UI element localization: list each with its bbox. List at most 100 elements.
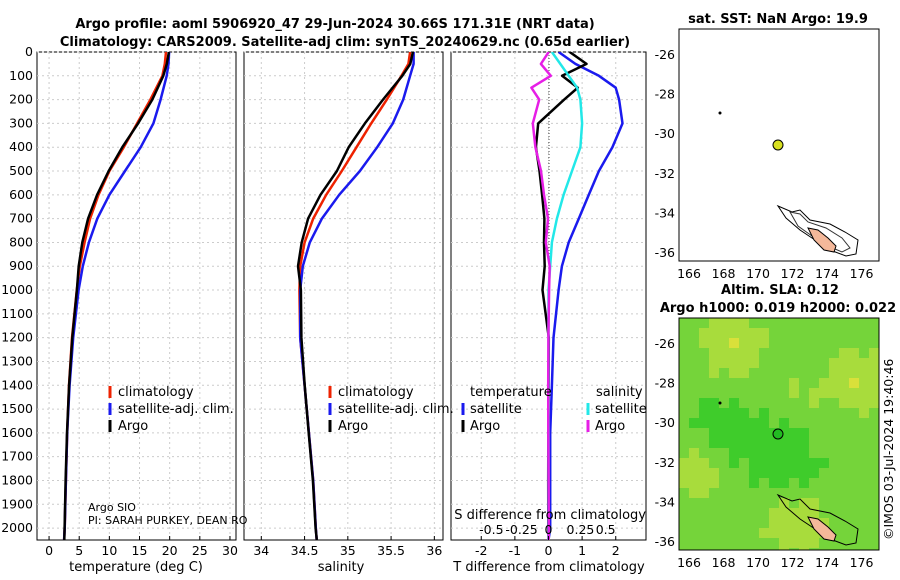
sla-cell: [679, 378, 690, 389]
sla-cell: [729, 498, 740, 509]
x-tick-label: -2: [475, 543, 487, 558]
sla-cell: [699, 468, 710, 479]
figure-title-line1: Argo profile: aoml 5906920_47 29-Jun-202…: [75, 17, 594, 32]
salinity-diff-tick-label: -0.5: [479, 522, 503, 537]
sla-cell: [769, 318, 780, 329]
sla-cell: [679, 508, 690, 519]
sla-cell: [719, 418, 730, 429]
sla-cell: [709, 328, 720, 339]
sla-cell: [729, 548, 740, 550]
sla-cell: [849, 528, 860, 539]
sla-cell: [859, 438, 870, 449]
sla-cell: [699, 368, 710, 379]
sla-cell: [799, 458, 810, 469]
sst-land: [807, 227, 837, 253]
legend-argo-label: Argo: [118, 419, 148, 434]
sla-cell: [709, 528, 720, 539]
sla-cell: [769, 438, 780, 449]
sla-cell: [739, 528, 750, 539]
sla-cell: [679, 518, 690, 529]
sla-cell: [769, 468, 780, 479]
sla-cell: [779, 318, 790, 329]
sla-cell: [839, 378, 850, 389]
x-tick-label: 30: [222, 543, 238, 558]
sla-cell: [789, 508, 800, 519]
sla-cell: [739, 468, 750, 479]
sla-cell: [859, 338, 870, 349]
sla-cell: [719, 488, 730, 499]
sla-cell: [779, 448, 790, 459]
sla-cell: [699, 428, 710, 439]
sla-cell: [769, 368, 780, 379]
sla-cell: [819, 338, 830, 349]
sla-cell: [719, 368, 730, 379]
sla-cell: [809, 418, 820, 429]
sla-cell: [759, 488, 770, 499]
sla-cell: [699, 388, 710, 399]
sla-cell: [679, 338, 690, 349]
sla-cell: [719, 398, 730, 409]
sla-cell: [719, 438, 730, 449]
sla-cell: [689, 338, 700, 349]
sla-cell: [869, 448, 879, 459]
sla-cell: [849, 428, 860, 439]
y-tick-label: 300: [9, 115, 33, 130]
sla-cell: [709, 508, 720, 519]
sla-cell: [729, 328, 740, 339]
sla-cell: [709, 488, 720, 499]
sla-cell: [679, 438, 690, 449]
sla-cell: [799, 538, 810, 549]
sla-cell: [849, 468, 860, 479]
sla-cell: [769, 538, 780, 549]
sla-cell: [679, 458, 690, 469]
map-lat-label: -30: [655, 415, 675, 430]
sla-cell: [759, 458, 770, 469]
x-tick-label: 36: [426, 543, 442, 558]
sla-cell: [689, 528, 700, 539]
sla-cell: [869, 388, 879, 399]
sla-cell: [809, 468, 820, 479]
sla-cell: [759, 418, 770, 429]
sla-cell: [739, 388, 750, 399]
sla-cell: [819, 448, 830, 459]
sla-cell: [789, 518, 800, 529]
sla-cell: [849, 358, 860, 369]
sla-cell: [839, 398, 850, 409]
sla-cell: [699, 418, 710, 429]
sla-cell: [769, 498, 780, 509]
sla-cell: [749, 398, 760, 409]
sla-cell: [719, 348, 730, 359]
sla-cell: [709, 478, 720, 489]
sla-cell: [719, 388, 730, 399]
sla-cell: [679, 358, 690, 369]
sla-cell: [829, 338, 840, 349]
sla-cell: [729, 358, 740, 369]
sla-cell: [869, 368, 879, 379]
sla-cell: [839, 518, 850, 529]
sla-cell: [709, 538, 720, 549]
sla-cell: [809, 398, 820, 409]
series-satellite-adj-clim-: [62, 52, 171, 540]
map-lon-label: 170: [746, 555, 770, 570]
sla-cell: [729, 508, 740, 519]
legend-climatology-label: climatology: [118, 385, 194, 400]
sla-cell: [719, 478, 730, 489]
sla-cell: [759, 408, 770, 419]
map-lat-label: -36: [655, 534, 675, 549]
sla-cell: [779, 368, 790, 379]
sla-cell: [739, 378, 750, 389]
sla-cell: [749, 368, 760, 379]
sla-cell: [869, 428, 879, 439]
sla-cell: [839, 368, 850, 379]
sla-cell: [819, 318, 830, 329]
sla-cell: [839, 328, 850, 339]
salinity-diff-tick-label: -0.25: [505, 522, 537, 537]
temperature-x-label: temperature (deg C): [69, 560, 203, 575]
sla-cell: [719, 358, 730, 369]
sla-cell: [679, 528, 690, 539]
sla-cell: [729, 398, 740, 409]
salinity-diff-tick-label: 0: [545, 522, 553, 537]
sla-cell: [699, 488, 710, 499]
sla-cell: [789, 438, 800, 449]
sla-cell: [859, 398, 870, 409]
